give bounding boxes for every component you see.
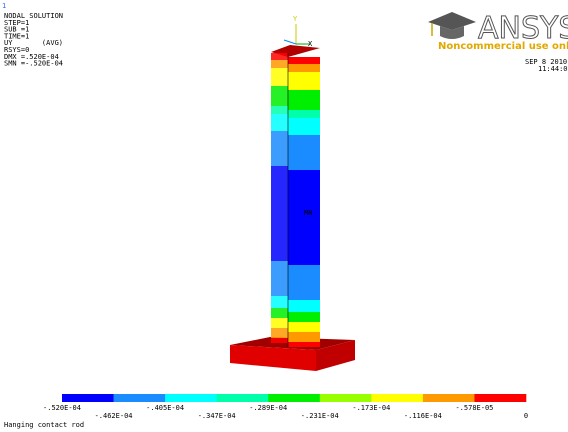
column-face <box>288 64 320 72</box>
column-face <box>288 332 320 342</box>
column-side <box>271 166 288 261</box>
legend-label: 0 <box>524 412 528 420</box>
legend-label: -.405E-04 <box>146 404 184 412</box>
legend-band <box>371 394 423 402</box>
legend-label: -.520E-04 <box>43 404 81 412</box>
legend-label: -.578E-05 <box>455 404 493 412</box>
column-side <box>271 338 288 343</box>
column-side <box>271 86 288 106</box>
legend-band <box>217 394 269 402</box>
legend-band <box>165 394 217 402</box>
column-face <box>288 170 320 265</box>
triad-y: Y <box>293 15 298 23</box>
tagline: Noncommercial use only <box>438 41 568 52</box>
legend-band <box>62 394 114 402</box>
column-face <box>288 300 320 312</box>
column-face <box>288 322 320 332</box>
legend-label: -.347E-04 <box>198 412 236 420</box>
legend-label: -.173E-04 <box>352 404 390 412</box>
legend-label: -.289E-04 <box>249 404 287 412</box>
column-side <box>271 308 288 318</box>
logo: ANSYS Noncommercial use only <box>428 11 568 52</box>
legend-label: -.116E-04 <box>404 412 442 420</box>
column-face <box>288 90 320 110</box>
column-face <box>288 72 320 90</box>
column-face <box>288 265 320 300</box>
column-face <box>288 57 320 64</box>
legend-band <box>423 394 475 402</box>
screen: 1 NODAL SOLUTIONSTEP=1SUB =1TIME=1UY (AV… <box>0 0 568 432</box>
column-side <box>271 296 288 308</box>
legend-band <box>268 394 320 402</box>
column-face <box>288 342 320 347</box>
legend: -.520E-04 -.462E-04 -.405E-04 -.347E-04 -.28… <box>43 394 528 420</box>
column-side <box>271 60 288 68</box>
window-number: 1 <box>2 2 6 10</box>
legend-label: -.231E-04 <box>301 412 339 420</box>
column-face <box>288 118 320 135</box>
column <box>271 45 320 347</box>
column-side <box>271 53 288 60</box>
column-side <box>271 68 288 86</box>
legend-label: -.462E-04 <box>95 412 133 420</box>
time: 11:44:09 <box>538 65 568 73</box>
triad-x: X <box>308 40 313 48</box>
column-side <box>271 131 288 166</box>
info-line: SMN =-.520E-04 <box>4 60 63 68</box>
viewport: 1 NODAL SOLUTIONSTEP=1SUB =1TIME=1UY (AV… <box>0 0 568 432</box>
legend-band <box>320 394 372 402</box>
column-side <box>271 328 288 338</box>
column-side <box>271 318 288 328</box>
column-face <box>288 312 320 322</box>
triad: Y X <box>284 15 313 48</box>
model-label: MN <box>304 209 312 217</box>
column-face <box>288 110 320 118</box>
column-side <box>271 261 288 296</box>
column-face <box>288 135 320 170</box>
column-side <box>271 114 288 131</box>
legend-band <box>474 394 526 402</box>
legend-band <box>114 394 166 402</box>
footer-title: Hanging contact rod <box>4 421 84 429</box>
column-side <box>271 106 288 114</box>
